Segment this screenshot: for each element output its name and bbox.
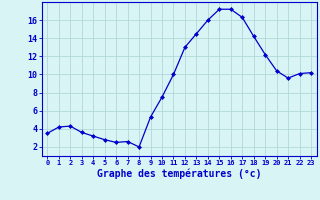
X-axis label: Graphe des températures (°c): Graphe des températures (°c) xyxy=(97,169,261,179)
